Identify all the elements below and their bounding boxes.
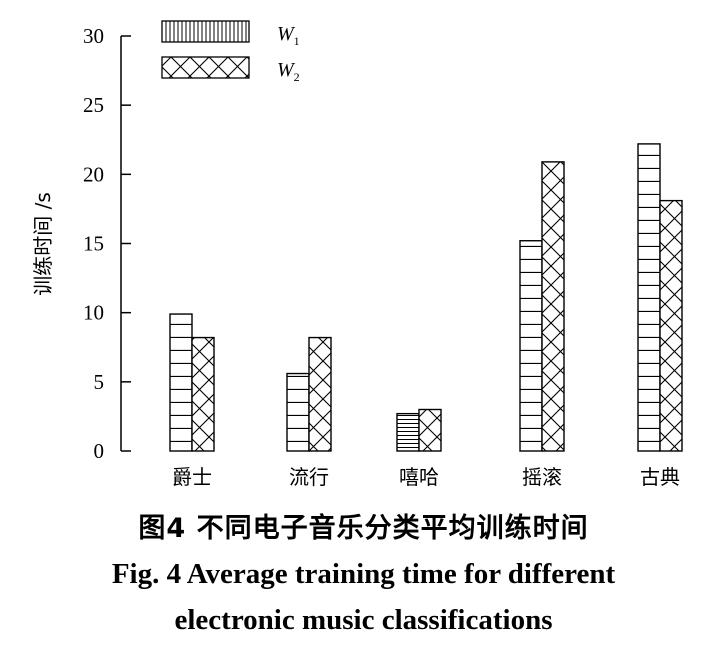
category-label: 嘻哈 [399,465,439,489]
y-tick-label: 10 [83,301,104,325]
bar-w1-嘻哈 [396,412,420,452]
legend-label-w1: W1 [277,23,300,48]
y-tick-label: 20 [83,162,104,186]
category-labels: 爵士 流行 嘻哈 摇滚 古典 [172,465,680,489]
figure-caption-zh: 图4 不同电子音乐分类平均训练时间 [138,513,589,544]
bar-w1-爵士 [169,313,193,452]
legend-w2-sub: 2 [294,70,300,84]
category-label: 流行 [289,465,329,489]
legend-swatch-w1 [161,20,250,43]
category-label: 爵士 [172,465,212,489]
legend-w1-sub: 1 [294,34,300,48]
category-label: 摇滚 [522,465,562,489]
legend-swatch-w2 [161,56,250,79]
figure-caption-en-line1: Fig. 4 Average training time for differe… [111,558,616,590]
bar-w1-摇滚 [519,240,543,452]
bar-w2-摇滚 [541,161,565,452]
bar-w2-流行 [308,336,332,452]
y-tick-label: 30 [83,24,104,48]
legend-label-w2: W2 [277,59,300,84]
legend-w2-main: W [277,59,296,81]
y-axis-title: 训练时间 /s [31,192,55,296]
category-label: 古典 [640,465,680,489]
legend: W1 W2 [161,20,300,84]
y-tick-label: 15 [83,232,104,256]
y-axis-ticks: 0 5 10 15 20 25 30 [83,24,131,463]
bar-w2-嘻哈 [418,408,442,452]
figure-caption-en-line2: electronic music classifications [174,604,553,636]
bar-w1-流行 [286,372,310,452]
bars-group [169,143,683,452]
y-tick-label: 0 [94,439,105,463]
bar-w2-爵士 [191,336,215,452]
y-tick-label: 25 [83,93,104,117]
bar-w2-古典 [659,199,683,452]
legend-w1-main: W [277,23,296,45]
bar-w1-古典 [637,143,661,452]
y-tick-label: 5 [94,370,105,394]
